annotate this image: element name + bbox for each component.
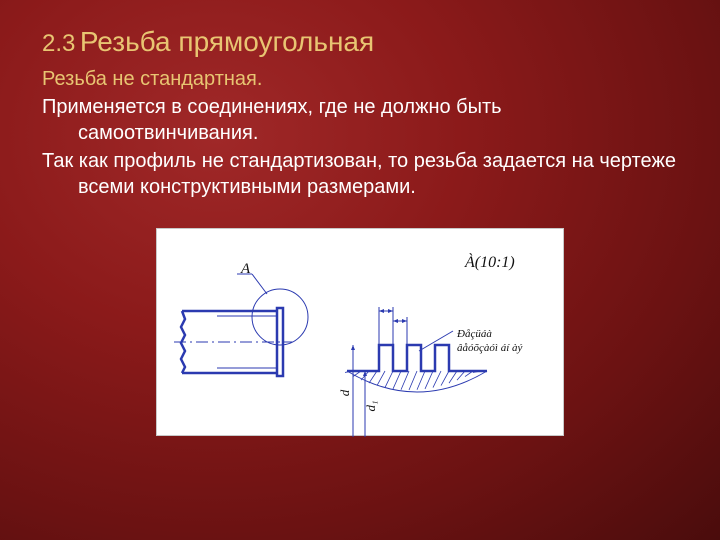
svg-text:A: A	[240, 261, 251, 277]
svg-text:À(10:1): À(10:1)	[464, 252, 515, 271]
title-text: Резьба прямоугольная	[80, 26, 374, 57]
svg-text:d: d	[337, 389, 352, 396]
body-text-2: Применяется в соединениях, где не должно…	[42, 96, 502, 144]
body-line-1: Резьба не стандартная.	[42, 66, 678, 92]
body-line-3: Так как профиль не стандартизован, то ре…	[42, 148, 678, 200]
thread-svg: A À(10:1) d d₁ Ðåçüáà âåóõçàóì áí àý	[157, 229, 565, 437]
title-number: 2.3	[42, 30, 75, 57]
slide: 2.3 Резьба прямоугольная Резьба не станд…	[0, 0, 720, 540]
svg-text:âåóõçàóì áí àý: âåóõçàóì áí àý	[457, 342, 522, 354]
svg-text:Ðåçüáà: Ðåçüáà	[456, 328, 492, 340]
slide-title: 2.3 Резьба прямоугольная	[42, 26, 678, 58]
body-text-3: Так как профиль не стандартизован, то ре…	[42, 150, 676, 198]
body-text-1: Резьба не стандартная.	[42, 68, 262, 90]
thread-figure: A À(10:1) d d₁ Ðåçüáà âåóõçàóì áí àý	[156, 228, 564, 436]
svg-text:d₁: d₁	[363, 400, 378, 411]
body-line-2: Применяется в соединениях, где не должно…	[42, 94, 678, 146]
figure-container: A À(10:1) d d₁ Ðåçüáà âåóõçàóì áí àý	[42, 228, 678, 436]
